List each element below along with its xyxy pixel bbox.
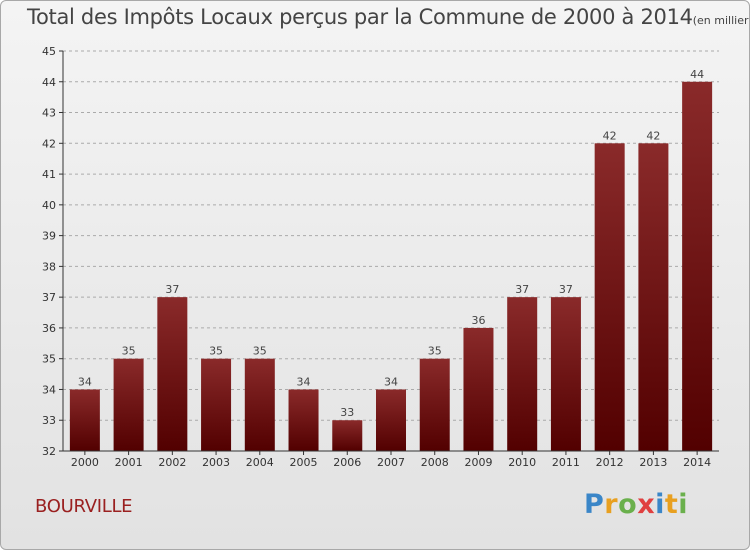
x-tick-label-2003: 2003 <box>202 456 230 469</box>
x-tick-label-2009: 2009 <box>464 456 492 469</box>
logo-letter: P <box>584 489 605 520</box>
y-tick-label: 40 <box>42 199 56 212</box>
logo-letter: r <box>604 489 619 520</box>
value-label-2003: 35 <box>209 345 223 358</box>
y-tick-labels: 32 33 34 35 36 37 38 39 40 41 42 43 44 45 <box>42 45 56 458</box>
bars <box>69 81 713 452</box>
logo-letter: x <box>637 489 656 520</box>
logo-letter: t <box>664 489 679 520</box>
axes <box>59 50 719 455</box>
bar-2014 <box>682 81 713 452</box>
x-tick-label-2008: 2008 <box>421 456 449 469</box>
x-tick-label-2013: 2013 <box>639 456 667 469</box>
bar-2003 <box>201 358 232 451</box>
x-tick-label-2007: 2007 <box>377 456 405 469</box>
value-label-2014: 44 <box>690 68 704 81</box>
y-tick-label: 37 <box>42 291 56 304</box>
y-tick-label: 34 <box>42 383 56 396</box>
x-tick-label-2001: 2001 <box>115 456 143 469</box>
value-label-2010: 37 <box>515 283 529 296</box>
y-tick-label: 33 <box>42 414 56 427</box>
bar-2002 <box>157 297 188 451</box>
bar-2001 <box>113 358 144 451</box>
bar-2010 <box>507 297 538 451</box>
logo-letter: i <box>678 489 689 520</box>
bar-2007 <box>376 389 406 451</box>
x-tick-label-2004: 2004 <box>246 456 274 469</box>
bar-2012 <box>594 143 625 452</box>
chart-title: Total des Impôts Locaux perçus par la Co… <box>27 5 749 29</box>
value-label-2004: 35 <box>253 345 267 358</box>
y-tick-label: 42 <box>42 137 56 150</box>
value-label-2001: 35 <box>122 345 136 358</box>
bar-2011 <box>550 297 581 451</box>
bar-2009 <box>463 327 494 451</box>
value-label-2007: 34 <box>384 375 398 388</box>
x-tick-label-2011: 2011 <box>552 456 580 469</box>
y-tick-label: 39 <box>42 230 56 243</box>
x-tick-labels: 2000 2001 2002 2003 2004 2005 2006 2007 2008 2009… <box>71 456 711 469</box>
chart-title-main: Total des Impôts Locaux perçus par la Co… <box>27 5 693 29</box>
bar-2006 <box>332 420 363 451</box>
bar-2000 <box>69 389 100 451</box>
proxiti-logo: Proxiti <box>584 489 688 520</box>
y-tick-label: 43 <box>42 107 56 120</box>
x-tick-label-2000: 2000 <box>71 456 99 469</box>
value-label-2006: 33 <box>340 406 354 419</box>
value-label-2013: 42 <box>646 129 660 142</box>
value-label-2005: 34 <box>297 375 311 388</box>
logo-letter: o <box>618 489 638 520</box>
bar-2013 <box>638 143 669 452</box>
y-tick-label: 36 <box>42 322 56 335</box>
bar-2005 <box>288 389 319 451</box>
bar-2004 <box>244 358 275 451</box>
value-label-2002: 37 <box>165 283 179 296</box>
chart-title-unit: (en milliers d'€) <box>692 14 749 27</box>
value-label-2000: 34 <box>78 375 92 388</box>
y-tick-label: 38 <box>42 260 56 273</box>
value-label-2008: 35 <box>428 345 442 358</box>
y-tick-label: 35 <box>42 353 56 366</box>
x-tick-label-2014: 2014 <box>683 456 711 469</box>
value-labels: 34 35 37 35 35 34 33 34 35 36 37 37 42 42 44 <box>78 68 704 419</box>
x-tick-label-2010: 2010 <box>508 456 536 469</box>
logo-letter: i <box>655 489 665 520</box>
y-tick-label: 45 <box>42 45 56 58</box>
value-label-2012: 42 <box>603 129 617 142</box>
x-tick-label-2005: 2005 <box>290 456 318 469</box>
value-label-2011: 37 <box>559 283 573 296</box>
x-tick-label-2012: 2012 <box>596 456 624 469</box>
commune-name: BOURVILLE <box>35 496 133 517</box>
x-tick-label-2002: 2002 <box>158 456 186 469</box>
x-tick-label-2006: 2006 <box>333 456 361 469</box>
value-label-2009: 36 <box>471 314 485 327</box>
y-tick-label: 41 <box>42 168 56 181</box>
bar-2008 <box>419 358 450 451</box>
y-tick-label: 44 <box>42 76 56 89</box>
y-tick-label: 32 <box>42 445 56 458</box>
